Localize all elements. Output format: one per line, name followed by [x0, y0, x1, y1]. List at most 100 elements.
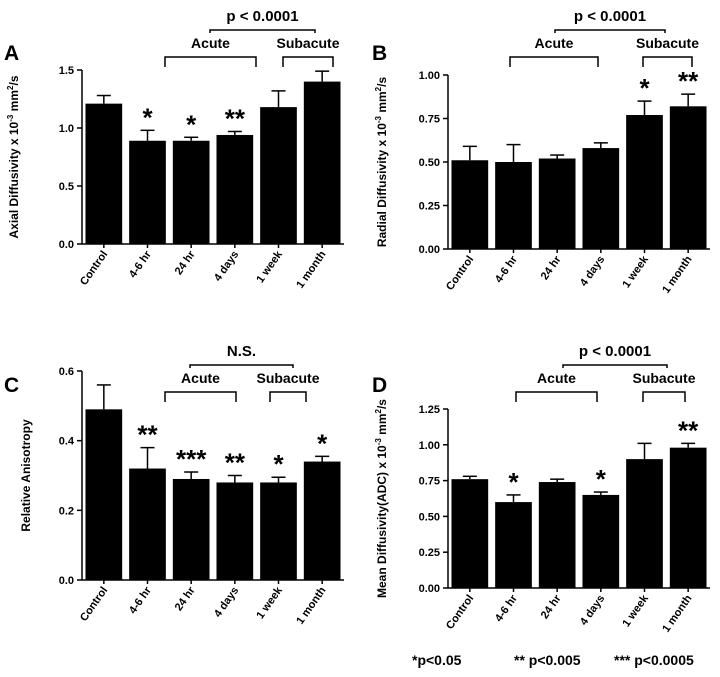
footer-p0005: *** p<0.0005 [614, 652, 694, 668]
panel-b-x-tick-label: 4 days [578, 254, 607, 289]
panel-c-subacute-bracket [269, 391, 307, 402]
panel-b-significance: ** [678, 66, 699, 96]
panel-c-x-tick-label: Control [78, 585, 110, 624]
panel-c-y-tick-label: 0.2 [59, 505, 74, 517]
panel-b-y-axis-label-part: Radial Diffusivity x 10 [375, 123, 389, 247]
panel-a-bar [260, 107, 297, 245]
panel-b-y-tick-label: 0.00 [419, 244, 440, 256]
panel-b-subacute-bracket [642, 56, 693, 67]
panel-b-bar [669, 106, 707, 249]
panel-c-significance: *** [176, 444, 207, 474]
panel-b-comparison-label: p < 0.0001 [574, 8, 646, 25]
panel-a-x-tick-label: 1 week [254, 248, 285, 285]
panel-a-x-tick-label: 4-6 hr [127, 248, 154, 280]
panel-a-y-tick-label: 1.5 [59, 65, 74, 77]
panel-a-y-axis-label-part: /s [7, 75, 21, 85]
panel-a-significance: * [142, 102, 153, 132]
panel-d-bar [669, 447, 707, 588]
panel-c-significance: * [273, 449, 284, 479]
panel-c-y-tick-label: 0.6 [59, 366, 74, 378]
panel-b-bar [538, 158, 576, 249]
panel-d-y-tick-label: 0.25 [419, 547, 440, 559]
panel-b-y-tick-label: 0.75 [419, 114, 440, 126]
panel-d-y-axis-label-part: /s [375, 399, 389, 409]
panel-a-bar [172, 140, 210, 244]
panel-a-y-tick-label: 0.5 [59, 181, 74, 193]
panel-d-y-tick-label: 1.25 [419, 404, 440, 416]
panel-a-y-axis-label: Axial Diffusivity x 10-3 mm2/s [6, 75, 21, 238]
panel-c-x-tick-label: 24 hr [173, 584, 198, 613]
panel-a-bar [303, 81, 341, 244]
panel-d-y-tick-label: 0.75 [419, 476, 440, 488]
panel-b-bar [495, 162, 532, 249]
panel-b-significance: * [639, 73, 650, 103]
panel-d-comparison-label: p < 0.0001 [579, 343, 651, 360]
panel-b-comparison-bracket [554, 29, 666, 33]
panel-a-significance: ** [225, 103, 246, 133]
panel-a-acute-label: Acute [191, 35, 230, 51]
panel-b-y-tick-label: 1.00 [419, 70, 440, 82]
footer-p05: *p<0.05 [412, 652, 462, 668]
panel-b-x-tick-label: 1 month [660, 254, 695, 296]
panel-d-y-tick-label: 0.50 [419, 511, 440, 523]
panel-d-acute-bracket [515, 391, 598, 402]
panel-d-comparison-bracket [562, 364, 668, 368]
panel-a-subacute-bracket [282, 56, 334, 67]
panel-c-acute-bracket [164, 391, 237, 402]
panel-d-bar [538, 482, 576, 588]
panel-c-significance: ** [225, 448, 246, 478]
panel-b-y-axis-label-part: -3 [374, 115, 383, 123]
panel-c-comparison-bracket [189, 364, 294, 368]
panel-a-acute-bracket [164, 56, 257, 67]
panel-d-y-axis-label-part: mm [375, 413, 389, 438]
panel-d-x-tick-label: 24 hr [539, 592, 564, 621]
panel-b-x-tick-label: 4-6 hr [493, 253, 520, 285]
panel-b-acute-label: Acute [535, 35, 574, 51]
panel-b-y-axis-label-part: 2 [374, 86, 383, 91]
panel-a-comparison-label: p < 0.0001 [226, 8, 298, 25]
panel-d-y-axis-label-part: Mean Diffusivity(ADC) x 10 [375, 445, 389, 598]
panel-a-y-axis-label-part: 2 [6, 85, 15, 90]
panel-c-x-tick-label: 1 week [254, 584, 285, 621]
panel-d-y-tick-label: 0.00 [419, 583, 440, 595]
panel-d-y-axis-label-part: -3 [374, 438, 383, 446]
panel-b-x-tick-label: 1 week [620, 253, 651, 290]
panel-d-acute-label: Acute [537, 370, 576, 386]
panel-c-label: C [4, 374, 19, 397]
panel-b-subacute-label: Subacute [636, 35, 699, 51]
panel-a-label: A [4, 42, 19, 65]
panel-d-x-tick-label: 1 month [660, 593, 695, 635]
panel-c-bar [260, 482, 297, 580]
panel-a-x-tick-label: 24 hr [173, 248, 198, 277]
panel-a-y-tick-label: 1.0 [59, 123, 74, 135]
panel-d-label: D [372, 374, 387, 397]
panel-d-x-tick-label: 1 week [620, 592, 651, 629]
panel-a-significance: * [186, 109, 197, 139]
footer-p005: ** p<0.005 [514, 652, 581, 668]
panel-d-significance: ** [678, 415, 699, 445]
panel-c-significance: ** [137, 420, 158, 450]
panel-d-subacute-bracket [642, 391, 686, 402]
panel-b-y-tick-label: 0.50 [419, 157, 440, 169]
panel-d-y-tick-label: 1.00 [419, 440, 440, 452]
panel-d-bar [582, 494, 620, 588]
panel-b-y-axis-label-part: mm [375, 91, 389, 116]
panel-c-subacute-label: Subacute [256, 370, 319, 386]
panel-d-x-tick-label: 4 days [578, 593, 607, 628]
panel-c-significance: * [317, 428, 328, 458]
panel-a-x-tick-label: 1 month [294, 249, 329, 291]
panel-c-y-axis-label: Relative Anisotropy [19, 419, 33, 532]
panel-d-x-tick-label: 4-6 hr [493, 592, 520, 624]
panel-b-bar [582, 148, 620, 249]
panel-d-subacute-label: Subacute [632, 370, 695, 386]
panel-b-bar [626, 115, 663, 250]
panel-b-y-axis-label: Radial Diffusivity x 10-3 mm2/s [374, 77, 389, 248]
panel-b-x-tick-label: 24 hr [539, 253, 564, 282]
panel-a-y-axis-label-part: -3 [6, 114, 15, 122]
panel-b-x-tick-label: Control [444, 254, 476, 293]
panel-b-y-axis-label-part: /s [375, 77, 389, 87]
panel-c-y-tick-label: 0.0 [59, 575, 74, 587]
panel-a-x-tick-label: Control [78, 249, 110, 288]
panel-d-x-tick-label: Control [444, 593, 476, 632]
panel-a-y-tick-label: 0.0 [59, 239, 74, 251]
